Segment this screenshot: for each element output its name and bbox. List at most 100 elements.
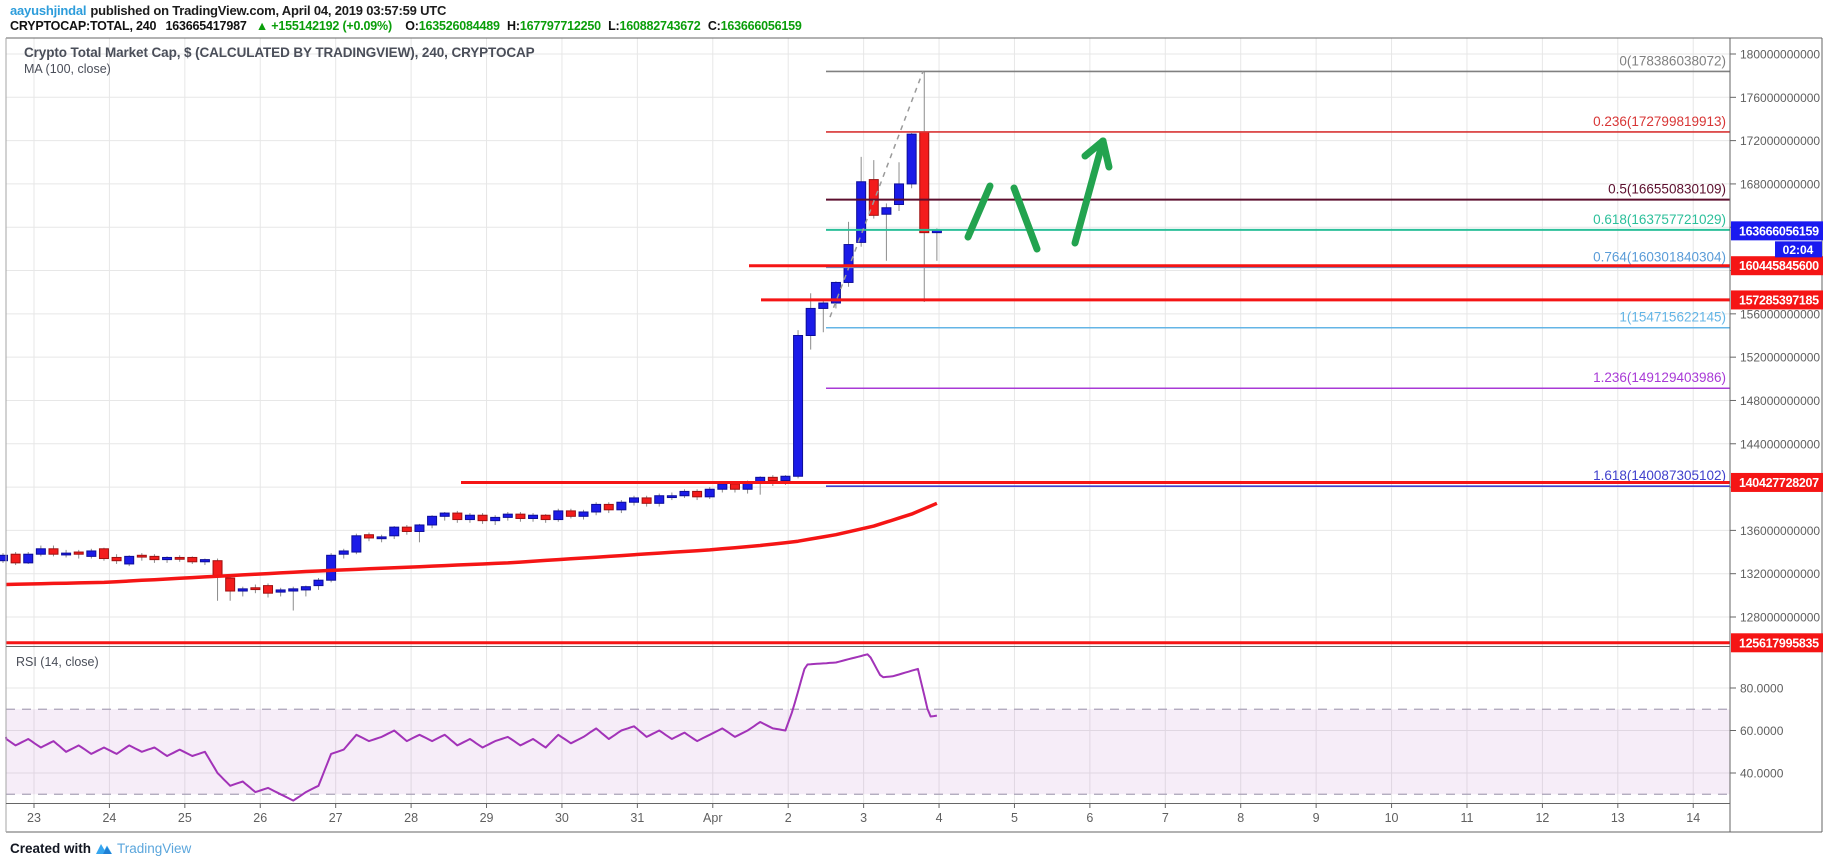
candle	[124, 555, 135, 565]
time-axis-tick: 6	[1086, 811, 1093, 825]
time-axis-tick: 8	[1237, 811, 1244, 825]
time-axis-tick: 7	[1162, 811, 1169, 825]
price-badges: 160445845600 157285397185 140427728207 1256…	[1731, 221, 1823, 653]
candle	[616, 501, 627, 511]
fib-level-label: 0(178386038072)	[1619, 53, 1726, 68]
price-axis-tick: 136000000000	[1740, 524, 1820, 538]
candle	[490, 516, 501, 522]
chart-title: Crypto Total Market Cap, $ (CALCULATED B…	[24, 45, 535, 60]
candle	[452, 512, 463, 521]
rsi-axis-tick: 80.0000	[1740, 682, 1784, 696]
time-axis-tick: 31	[630, 811, 644, 825]
candles	[0, 71, 942, 611]
ma-line	[5, 501, 938, 587]
time-axis-tick: 12	[1535, 811, 1549, 825]
rsi-axis-tick: 40.0000	[1740, 767, 1784, 781]
rsi-legend[interactable]: RSI (14, close)	[16, 655, 99, 669]
candle	[439, 512, 450, 517]
fib-level-label: 1(154715622145)	[1619, 310, 1726, 325]
time-axis-tick: 14	[1686, 811, 1700, 825]
candle	[263, 585, 274, 594]
candle	[288, 588, 299, 592]
price-axis-tick: 148000000000	[1740, 394, 1820, 408]
resistance-lines	[6, 264, 1730, 645]
candle	[515, 513, 526, 519]
candle	[641, 497, 652, 504]
time-axis-tick: 5	[1011, 811, 1018, 825]
fib-level-label: 1.618(140087305102)	[1593, 468, 1726, 483]
candle	[389, 526, 400, 537]
candle	[363, 534, 374, 539]
candle	[679, 490, 690, 497]
resistance-price-badge	[1731, 290, 1823, 310]
time-axis-tick: 24	[102, 811, 116, 825]
time-axis-tick: 27	[329, 811, 343, 825]
candle	[553, 510, 564, 521]
open-value: 163526084489	[418, 19, 500, 33]
candle	[868, 179, 879, 216]
footer: Created with TradingView	[10, 841, 191, 856]
candle	[162, 556, 173, 561]
fib-levels: 0(178386038072) 0.236(172799819913) 0.5(16…	[826, 53, 1730, 487]
candle	[111, 556, 122, 562]
green-arrow-stroke[interactable]	[1071, 137, 1107, 247]
candle	[351, 535, 362, 553]
price-axis-tick: 180000000000	[1740, 48, 1820, 62]
candle	[401, 526, 412, 532]
candle	[906, 133, 917, 185]
candle	[0, 554, 8, 562]
green-arrow-stroke[interactable]	[1099, 137, 1113, 171]
rsi-axis-tick: 60.0000	[1740, 724, 1784, 738]
fib-trendline	[829, 71, 924, 318]
close-value: 163666056159	[720, 19, 802, 33]
candle	[818, 302, 829, 309]
candle	[591, 503, 602, 513]
candle	[10, 553, 21, 564]
time-axis-tick: 30	[555, 811, 569, 825]
candle	[843, 244, 854, 283]
fib-level-label: 0.618(163757721029)	[1593, 212, 1726, 227]
green-arrow-stroke[interactable]	[1010, 184, 1041, 253]
time-axis-tick: 9	[1313, 811, 1320, 825]
candle	[881, 207, 892, 215]
fib-level-label: 0.5(166550830109)	[1608, 182, 1726, 197]
byline-author-link[interactable]: aayushjindal	[10, 3, 87, 18]
rsi-band	[6, 708, 1730, 795]
last-price-value: 163665417987	[165, 19, 247, 33]
ma-legend[interactable]: MA (100, close)	[24, 62, 111, 76]
candle	[717, 483, 728, 490]
bar-countdown-text: 02:04	[1783, 243, 1814, 257]
time-axis-tick: 4	[936, 811, 943, 825]
candle	[149, 555, 160, 561]
candle	[199, 559, 210, 563]
tradingview-brand-link[interactable]: TradingView	[117, 841, 192, 856]
candle	[23, 553, 34, 564]
low-label: L:	[608, 19, 620, 33]
candle	[275, 589, 286, 593]
price-axis-tick: 156000000000	[1740, 307, 1820, 321]
candle	[338, 550, 349, 555]
price-axis-tick: 168000000000	[1740, 177, 1820, 191]
candle	[250, 587, 261, 591]
candle	[502, 513, 513, 518]
candle	[376, 536, 387, 540]
pane-frame	[5, 37, 1823, 833]
candle	[313, 579, 324, 587]
candle	[35, 548, 46, 555]
candle	[767, 476, 778, 482]
grid-lines	[6, 38, 1730, 803]
resistance-price-badge-text: 157285397185	[1739, 293, 1819, 307]
green-arrow-stroke[interactable]	[964, 182, 994, 241]
candle	[464, 514, 475, 521]
candle	[225, 577, 236, 592]
candle	[793, 335, 804, 477]
time-axis-tick: 13	[1611, 811, 1625, 825]
resistance-price-badge	[1731, 472, 1823, 492]
candle	[830, 281, 841, 304]
candle	[629, 497, 639, 503]
last-price-badge-text: 163666056159	[1739, 224, 1819, 238]
candle	[136, 554, 147, 558]
low-value: 160882743672	[619, 19, 701, 33]
candle	[704, 488, 715, 498]
